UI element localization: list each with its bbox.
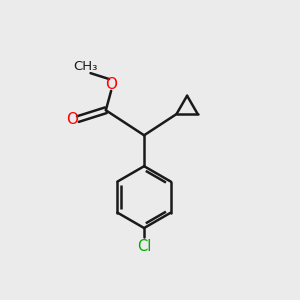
Text: Cl: Cl: [137, 239, 151, 254]
Text: CH₃: CH₃: [73, 60, 98, 73]
Text: O: O: [105, 77, 117, 92]
Text: O: O: [67, 112, 79, 127]
